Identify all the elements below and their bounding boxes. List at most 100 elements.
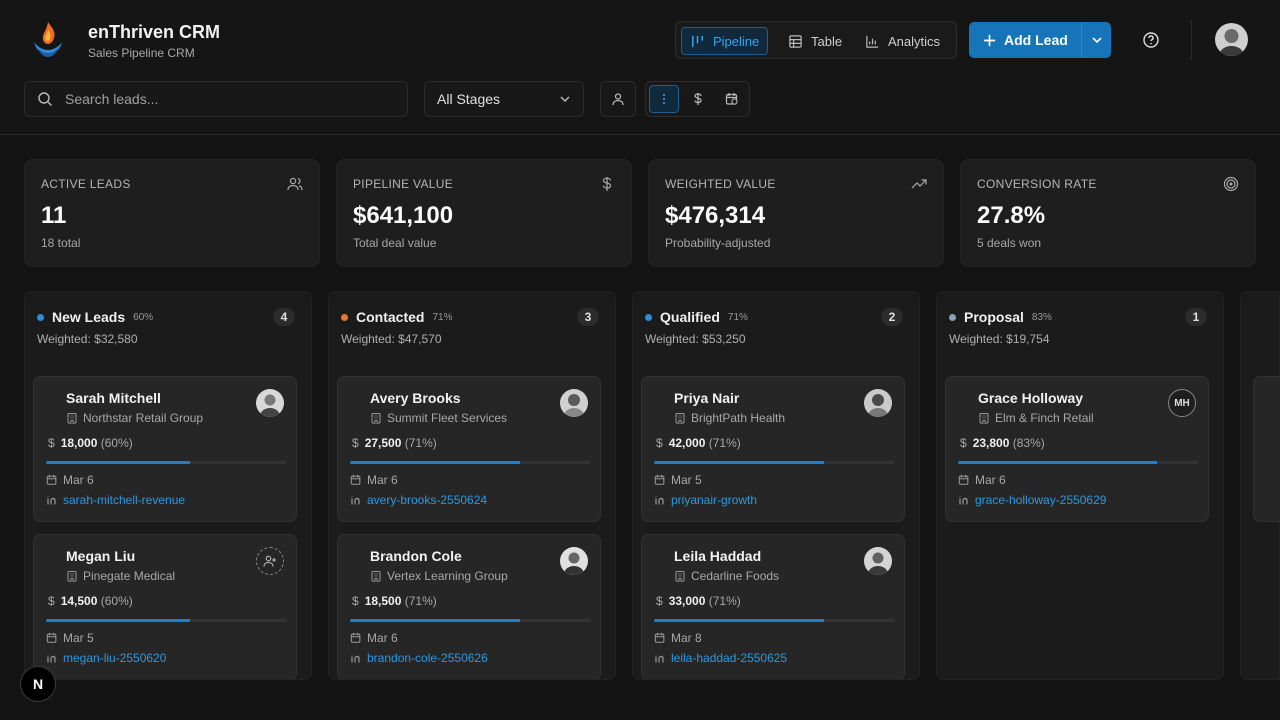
lead-card[interactable] (1253, 376, 1280, 522)
lead-probability-bar (958, 461, 1198, 464)
view-table-button[interactable]: Table (780, 27, 850, 55)
lead-amount: $ 18,500 (71%) (352, 594, 437, 608)
add-lead-menu-button[interactable] (1081, 22, 1111, 58)
help-icon[interactable] (1141, 30, 1161, 50)
calendar-clock-icon (350, 632, 361, 643)
lead-amount-value: 42,000 (668, 436, 706, 450)
add-lead-split-button: Add Lead (969, 22, 1111, 58)
user-avatar[interactable] (1215, 23, 1248, 56)
add-lead-button[interactable]: Add Lead (969, 22, 1081, 58)
lead-date: Mar 8 (654, 631, 702, 645)
lead-link[interactable]: avery-brooks-2550624 (350, 493, 487, 507)
column-count-badge: 3 (577, 308, 599, 326)
lead-link[interactable]: leila-haddad-2550625 (654, 651, 787, 665)
lead-amount: $ 42,000 (71%) (656, 436, 741, 450)
column-header: New Leads 60% (37, 309, 153, 325)
column-name: Qualified (660, 309, 720, 325)
dev-tools-badge[interactable]: N (20, 666, 56, 702)
calendar-clock-icon (46, 474, 57, 485)
lead-amount-value: 14,500 (60, 594, 98, 608)
lead-link[interactable]: grace-holloway-2550629 (958, 493, 1106, 507)
stat-sub: Total deal value (353, 236, 437, 250)
dollar-icon (602, 177, 612, 191)
lead-card[interactable]: Megan Liu Pinegate Medical $ 14,500 (60%… (33, 534, 297, 679)
stage-dot (949, 313, 956, 321)
lead-date: Mar 6 (350, 473, 398, 487)
dollar-icon: $ (352, 594, 359, 608)
lead-link[interactable]: priyanair-growth (654, 493, 757, 507)
pipeline-column-next (1240, 291, 1280, 680)
column-count-badge: 4 (273, 308, 295, 326)
lead-date-text: Mar 5 (63, 631, 94, 645)
lead-link[interactable]: brandon-cole-2550626 (350, 651, 488, 665)
lead-company-text: Northstar Retail Group (83, 411, 204, 425)
assign-user-button[interactable] (256, 547, 284, 575)
owner-filter-button[interactable] (600, 81, 636, 117)
view-analytics-button[interactable]: Analytics (857, 27, 948, 55)
sort-value-button[interactable] (683, 85, 713, 113)
sort-default-button[interactable] (649, 85, 679, 113)
lead-name: Grace Holloway (978, 390, 1084, 406)
column-header: Contacted 71% (341, 309, 452, 325)
calendar-clock-icon (654, 632, 665, 643)
user-icon (612, 93, 624, 106)
lead-date: Mar 6 (46, 473, 94, 487)
lead-probability-bar (350, 461, 590, 464)
lead-amount: $ 18,000 (60%) (48, 436, 133, 450)
lead-link[interactable]: megan-liu-2550620 (46, 651, 166, 665)
pipeline-column-contacted: Contacted 71% 3 Weighted: $47,570 Avery … (328, 291, 616, 680)
column-header: Qualified 71% (645, 309, 748, 325)
lead-probability-bar (654, 619, 894, 622)
lead-card[interactable]: Avery Brooks Summit Fleet Services $ 27,… (337, 376, 601, 522)
column-weighted: Weighted: $19,754 (949, 332, 1050, 346)
lead-name: Megan Liu (66, 548, 136, 564)
column-percent: 71% (727, 311, 748, 323)
lead-company: Summit Fleet Services (370, 411, 507, 425)
lead-date-text: Mar 6 (367, 473, 398, 487)
stage-dot (37, 313, 44, 321)
dollar-icon (694, 93, 702, 105)
stat-label: ACTIVE LEADS (41, 177, 131, 191)
lead-amount: $ 33,000 (71%) (656, 594, 741, 608)
sort-date-button[interactable] (717, 85, 747, 113)
building-icon (675, 413, 685, 424)
stat-sub: 5 deals won (977, 236, 1042, 250)
app-title: enThriven CRM (88, 22, 221, 42)
lead-avatar (864, 389, 892, 417)
lead-probability: (71%) (708, 594, 741, 608)
lead-company: Elm & Finch Retail (978, 411, 1094, 425)
lead-name: Priya Nair (674, 390, 740, 406)
stage-filter-select[interactable]: All Stages (424, 81, 584, 117)
column-count-badge: 2 (881, 308, 903, 326)
column-header: Proposal 83% (949, 309, 1052, 325)
column-count-badge: 1 (1185, 308, 1207, 326)
pipeline-column-proposal: Proposal 83% 1 Weighted: $19,754 Grace H… (936, 291, 1224, 680)
lead-name: Leila Haddad (674, 548, 762, 564)
users-icon (287, 177, 303, 191)
lead-amount: $ 27,500 (71%) (352, 436, 437, 450)
lead-date-text: Mar 6 (367, 631, 398, 645)
lead-company: BrightPath Health (674, 411, 785, 425)
lead-card[interactable]: Grace Holloway Elm & Finch Retail $ 23,8… (945, 376, 1209, 522)
chevron-down-icon (560, 96, 570, 102)
lead-amount-value: 18,000 (60, 436, 98, 450)
lead-card[interactable]: Brandon Cole Vertex Learning Group $ 18,… (337, 534, 601, 679)
building-icon (979, 413, 989, 424)
lead-card[interactable]: Sarah Mitchell Northstar Retail Group $ … (33, 376, 297, 522)
lead-card[interactable]: Leila Haddad Cedarline Foods $ 33,000 (7… (641, 534, 905, 679)
lead-link-text: leila-haddad-2550625 (671, 651, 788, 665)
lead-card[interactable]: Priya Nair BrightPath Health $ 42,000 (7… (641, 376, 905, 522)
lead-probability: (71%) (404, 436, 437, 450)
dollar-icon: $ (960, 436, 967, 450)
lead-link[interactable]: sarah-mitchell-revenue (46, 493, 185, 507)
building-icon (371, 413, 381, 424)
lead-name: Sarah Mitchell (66, 390, 161, 406)
stat-sub: Probability-adjusted (665, 236, 771, 250)
lead-amount-value: 33,000 (668, 594, 706, 608)
lead-company-text: BrightPath Health (691, 411, 786, 425)
linkedin-icon (351, 496, 360, 505)
sort-options (645, 81, 750, 117)
linkedin-icon (959, 496, 968, 505)
view-pipeline-button[interactable]: Pipeline (681, 27, 769, 55)
search-input[interactable] (65, 91, 385, 107)
